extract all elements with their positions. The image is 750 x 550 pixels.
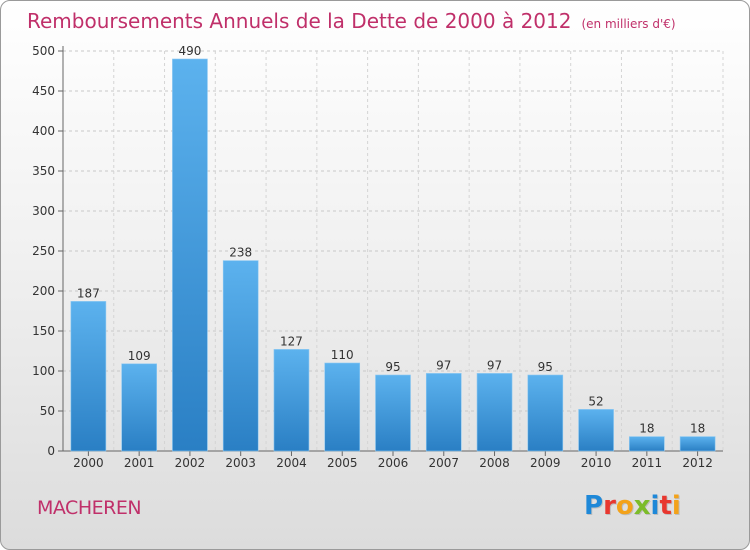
data-label-2011: 18 bbox=[639, 422, 654, 436]
data-label-2008: 97 bbox=[487, 358, 502, 372]
y-tick-label: 200 bbox=[32, 284, 55, 298]
chart-subtitle: (en milliers d'€) bbox=[581, 17, 676, 31]
x-tick-label-2009: 2009 bbox=[530, 456, 561, 470]
bar-2005 bbox=[324, 362, 361, 452]
bar-2007 bbox=[425, 373, 462, 452]
commune-name: MACHEREN bbox=[37, 497, 142, 519]
logo-letter: x bbox=[633, 491, 651, 521]
bar-2004 bbox=[273, 349, 310, 452]
data-label-2010: 52 bbox=[588, 394, 603, 408]
bar-2012 bbox=[679, 436, 716, 452]
bar-2006 bbox=[375, 374, 411, 452]
logo-letter: t bbox=[659, 491, 672, 521]
x-tick-label-2004: 2004 bbox=[276, 456, 307, 470]
data-label-2007: 97 bbox=[436, 358, 451, 372]
bar-2002 bbox=[172, 58, 208, 452]
x-tick-label-2000: 2000 bbox=[73, 456, 104, 470]
data-label-2004: 127 bbox=[280, 334, 303, 348]
data-label-2002: 490 bbox=[178, 44, 201, 58]
proxiti-logo: Proxiti bbox=[584, 491, 681, 521]
x-tick-label-2010: 2010 bbox=[581, 456, 612, 470]
bar-2010 bbox=[578, 409, 614, 452]
y-tick-label: 50 bbox=[40, 404, 55, 418]
logo-letter: o bbox=[615, 491, 634, 521]
bar-2000 bbox=[70, 301, 107, 452]
y-tick-label: 350 bbox=[32, 164, 55, 178]
bar-2009 bbox=[527, 374, 564, 452]
x-tick-label-2011: 2011 bbox=[632, 456, 663, 470]
data-label-2003: 238 bbox=[229, 246, 252, 260]
y-tick-label: 250 bbox=[32, 244, 55, 258]
logo-letter: r bbox=[603, 491, 616, 521]
bar-2001 bbox=[121, 363, 157, 452]
bar-2003 bbox=[222, 260, 259, 452]
logo-letter: i bbox=[671, 491, 681, 521]
chart-title-text: Remboursements Annuels de la Dette de 20… bbox=[27, 9, 572, 33]
tick-labels: 0 50 100 150 200 250 300 350 400 450 500 2000 2001 20… bbox=[32, 44, 713, 470]
x-tick-label-2001: 2001 bbox=[124, 456, 155, 470]
bar-2011 bbox=[629, 436, 665, 452]
y-tick-label: 450 bbox=[32, 84, 55, 98]
chart-title: Remboursements Annuels de la Dette de 20… bbox=[27, 9, 676, 33]
y-tick-label: 100 bbox=[32, 364, 55, 378]
x-tick-label-2003: 2003 bbox=[225, 456, 256, 470]
y-tick-label: 150 bbox=[32, 324, 55, 338]
data-label-2012: 18 bbox=[690, 422, 705, 436]
x-tick-label-2002: 2002 bbox=[175, 456, 206, 470]
y-tick-label: 500 bbox=[32, 44, 55, 58]
x-tick-label-2007: 2007 bbox=[428, 456, 459, 470]
data-label-2001: 109 bbox=[128, 349, 151, 363]
bar-2008 bbox=[476, 373, 513, 452]
data-labels: 187 109 490 238 127 110 95 97 97 95 52 18 18 bbox=[77, 44, 705, 436]
data-label-2000: 187 bbox=[77, 286, 100, 300]
data-label-2005: 110 bbox=[331, 348, 354, 362]
y-tick-label: 0 bbox=[47, 444, 55, 458]
y-tick-label: 400 bbox=[32, 124, 55, 138]
bars bbox=[70, 58, 716, 452]
y-tick-label: 300 bbox=[32, 204, 55, 218]
x-tick-label-2005: 2005 bbox=[327, 456, 358, 470]
x-tick-label-2008: 2008 bbox=[479, 456, 510, 470]
logo-letter: P bbox=[584, 491, 604, 521]
x-tick-label-2006: 2006 bbox=[378, 456, 409, 470]
data-label-2006: 95 bbox=[385, 360, 400, 374]
data-label-2009: 95 bbox=[538, 360, 553, 374]
x-tick-label-2012: 2012 bbox=[682, 456, 713, 470]
logo-letter: i bbox=[650, 491, 660, 521]
